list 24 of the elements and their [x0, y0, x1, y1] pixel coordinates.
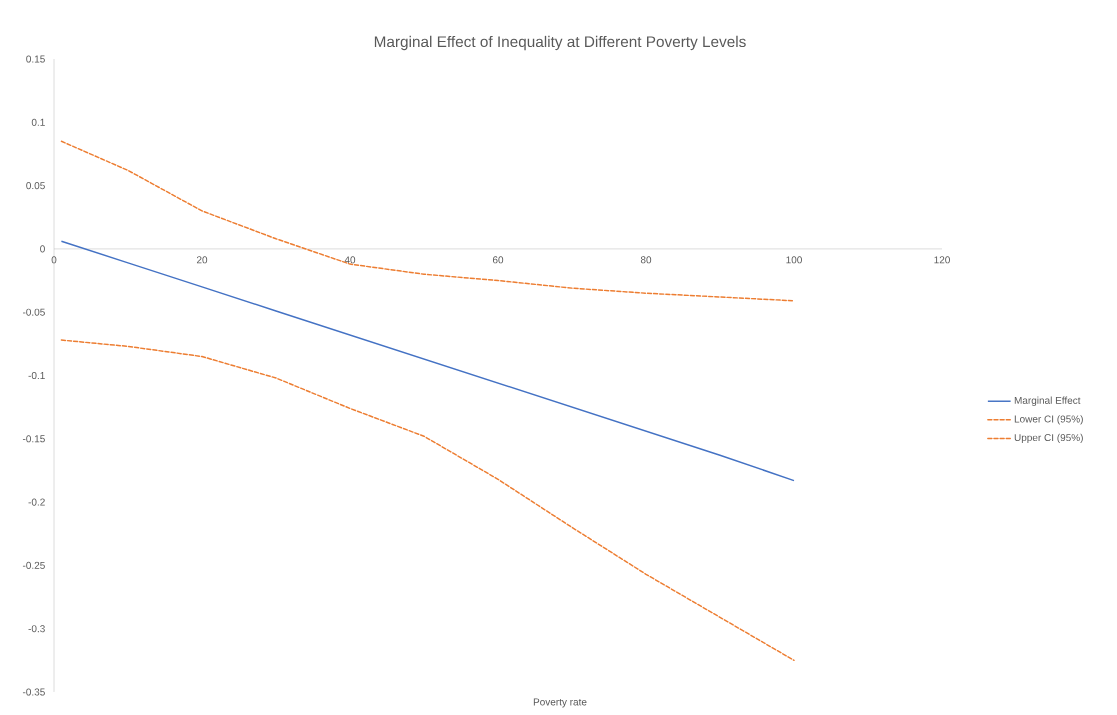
legend-label: Lower CI (95%) — [1014, 415, 1083, 425]
y-tick-label: -0.1 — [28, 371, 45, 380]
y-tick-label: 0.05 — [26, 182, 45, 190]
chart-title: Marginal Effect of Inequality at Different Poverty Levels — [374, 35, 746, 51]
y-tick-label: -0.2 — [28, 498, 45, 506]
x-tick-label: 20 — [196, 256, 208, 264]
y-tick-label: -0.3 — [28, 625, 45, 633]
y-tick-label: -0.25 — [22, 561, 45, 569]
x-tick-label: 60 — [492, 256, 504, 264]
x-tick-label: 100 — [786, 256, 802, 264]
x-tick-label: 0 — [51, 256, 57, 264]
x-tick-label: 40 — [344, 256, 356, 264]
y-tick-label: -0.05 — [22, 308, 45, 316]
y-tick-label: 0.1 — [31, 118, 45, 126]
y-tick-label: -0.35 — [22, 688, 45, 696]
line-series — [60, 339, 795, 662]
x-axis-title: Poverty rate — [533, 698, 587, 708]
y-tick-label: 0 — [40, 245, 45, 253]
x-tick-label: 80 — [640, 256, 652, 264]
legend-label: Upper CI (95%) — [1014, 433, 1083, 444]
legend-label: Marginal Effect — [1014, 396, 1081, 406]
x-tick-label: 120 — [934, 256, 950, 264]
y-tick-label: 0.15 — [26, 55, 45, 63]
y-tick-label: -0.15 — [22, 435, 45, 443]
